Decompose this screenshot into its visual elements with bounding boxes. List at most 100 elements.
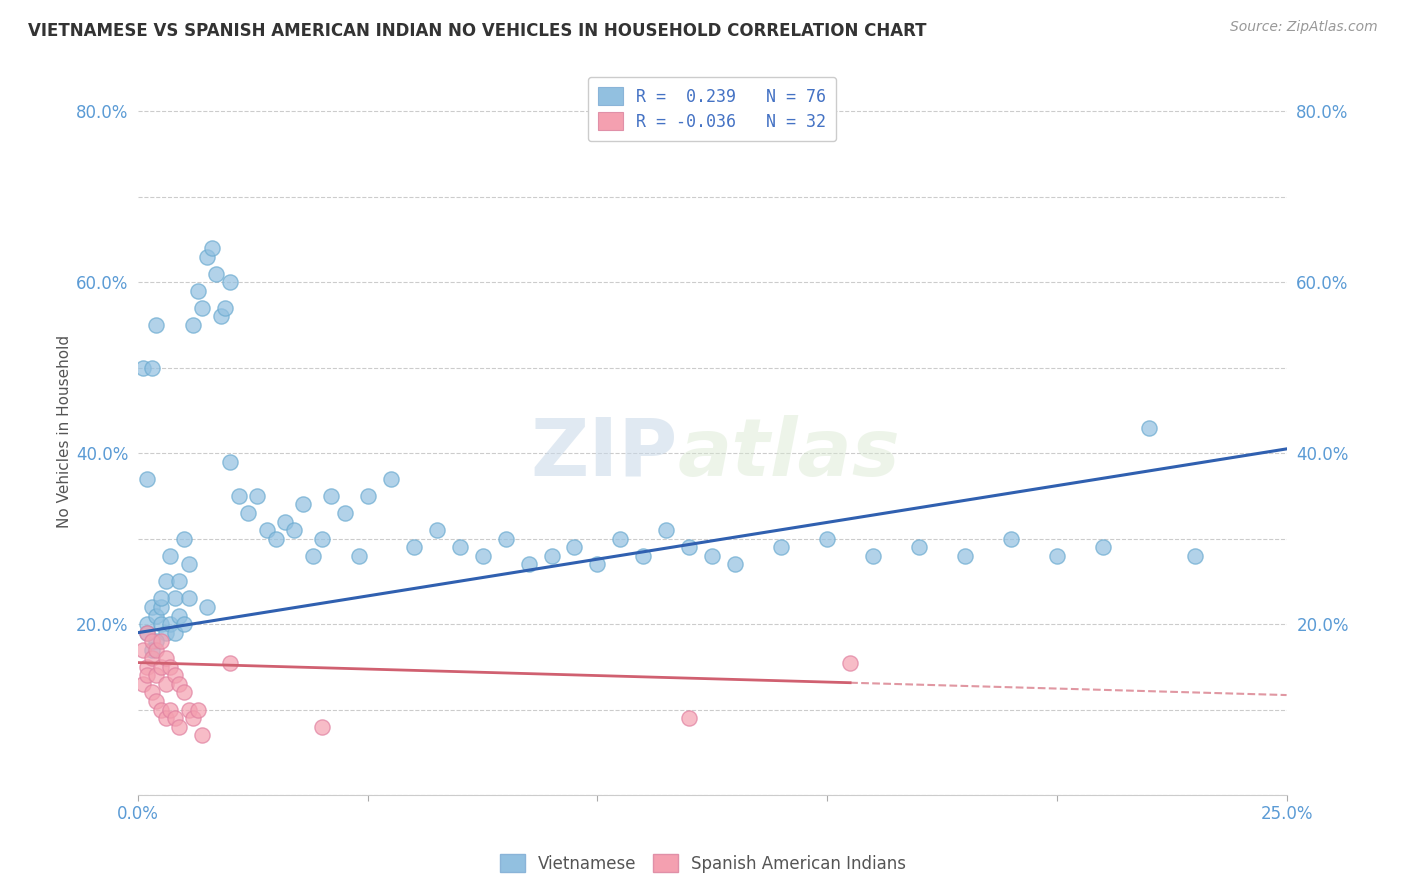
Point [131,642,153,657]
Point [724,558,747,572]
Point [145,634,167,648]
Point [214,301,236,315]
Point [136,617,159,632]
Point [141,642,163,657]
Point [141,685,163,699]
Point [159,617,181,632]
Point [1184,549,1206,563]
Point [702,549,724,563]
Point [1046,549,1069,563]
Point [517,558,540,572]
Point [815,532,838,546]
Point [181,318,204,332]
Text: ZIP: ZIP [530,415,678,492]
Point [195,600,218,615]
Point [131,677,153,691]
Point [200,241,222,255]
Point [319,489,342,503]
Point [283,523,305,537]
Point [678,540,700,554]
Point [449,540,471,554]
Point [159,549,181,563]
Point [177,558,200,572]
Point [149,634,172,648]
Point [155,711,177,725]
Point [540,549,562,563]
Text: VIETNAMESE VS SPANISH AMERICAN INDIAN NO VEHICLES IN HOUSEHOLD CORRELATION CHART: VIETNAMESE VS SPANISH AMERICAN INDIAN NO… [28,22,927,40]
Point [633,549,655,563]
Point [145,318,167,332]
Point [292,498,315,512]
Point [187,284,209,298]
Point [471,549,494,563]
Point [1091,540,1114,554]
Point [136,668,159,682]
Point [145,608,167,623]
Point [136,625,159,640]
Point [155,625,177,640]
Point [205,267,228,281]
Point [609,532,631,546]
Point [256,523,278,537]
Point [1000,532,1022,546]
Point [159,660,181,674]
Point [333,506,356,520]
Point [163,625,186,640]
Point [149,703,172,717]
Point [173,617,195,632]
Point [173,532,195,546]
Point [495,532,517,546]
Point [149,660,172,674]
Point [264,532,287,546]
Point [173,685,195,699]
Point [149,617,172,632]
Point [238,506,260,520]
Point [187,703,209,717]
Point [191,728,214,742]
Point [655,523,678,537]
Point [169,574,191,589]
Point [678,711,700,725]
Point [274,515,297,529]
Point [145,694,167,708]
Point [169,608,191,623]
Point [953,549,976,563]
Point [347,549,370,563]
Point [1137,420,1160,434]
Point [402,540,425,554]
Point [163,711,186,725]
Point [770,540,793,554]
Point [219,656,242,670]
Point [228,489,250,503]
Point [155,677,177,691]
Legend: R =  0.239   N = 76, R = -0.036   N = 32: R = 0.239 N = 76, R = -0.036 N = 32 [588,77,837,141]
Point [246,489,269,503]
Point [169,677,191,691]
Point [145,642,167,657]
Point [357,489,380,503]
Point [219,455,242,469]
Legend: Vietnamese, Spanish American Indians: Vietnamese, Spanish American Indians [494,847,912,880]
Point [163,668,186,682]
Point [181,711,204,725]
Point [141,600,163,615]
Point [209,310,232,324]
Text: atlas: atlas [678,415,901,492]
Point [380,472,402,486]
Point [136,625,159,640]
Point [141,651,163,665]
Point [155,574,177,589]
Point [131,360,153,375]
Point [177,591,200,606]
Point [908,540,931,554]
Point [586,558,609,572]
Point [149,600,172,615]
Point [149,591,172,606]
Point [564,540,586,554]
Point [311,532,333,546]
Point [862,549,884,563]
Point [141,360,163,375]
Point [311,720,333,734]
Point [426,523,449,537]
Point [159,703,181,717]
